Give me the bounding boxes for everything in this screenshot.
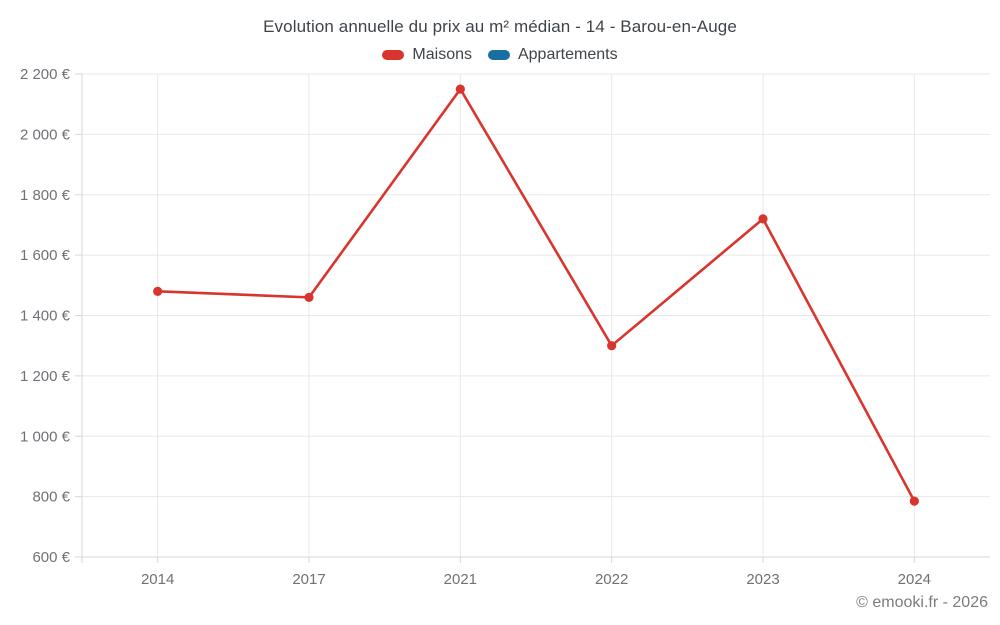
legend-item-appartements[interactable]: Appartements: [487, 46, 618, 64]
x-tick-label: 2014: [141, 571, 174, 588]
x-tick-label: 2021: [444, 571, 477, 588]
data-point-2021[interactable]: [455, 84, 465, 94]
legend-swatch-maisons: [382, 50, 405, 60]
chart-legend: Maisons Appartements: [0, 45, 1000, 65]
legend-label-maisons: Maisons: [412, 46, 472, 63]
data-point-2014[interactable]: [153, 286, 163, 296]
chart-title: Evolution annuelle du prix au m² médian …: [263, 17, 737, 36]
data-point-2023[interactable]: [758, 214, 768, 224]
y-tick-label: 1 800 €: [20, 187, 71, 204]
y-tick-label: 1 400 €: [20, 308, 71, 325]
y-tick-label: 1 200 €: [20, 368, 71, 385]
legend-label-appartements: Appartements: [517, 46, 618, 63]
y-tick-label: 2 000 €: [20, 126, 71, 143]
y-tick-label: 2 200 €: [20, 66, 71, 83]
copyright-text: © emooki.fr - 2026: [856, 594, 988, 611]
legend-swatch-appartements: [487, 50, 510, 60]
y-tick-label: 1 000 €: [20, 428, 71, 445]
data-point-2017[interactable]: [304, 292, 314, 302]
y-tick-label: 800 €: [32, 489, 70, 506]
x-tick-label: 2017: [292, 571, 325, 588]
data-point-2024[interactable]: [909, 496, 919, 506]
y-tick-label: 600 €: [32, 549, 70, 566]
legend-item-maisons[interactable]: Maisons: [382, 46, 472, 64]
data-point-2022[interactable]: [607, 341, 617, 351]
y-tick-label: 1 600 €: [20, 247, 71, 264]
x-tick-label: 2022: [595, 571, 628, 588]
series-line-maisons: [156, 87, 916, 503]
x-tick-label: 2023: [746, 571, 779, 588]
x-tick-label: 2024: [898, 571, 931, 588]
